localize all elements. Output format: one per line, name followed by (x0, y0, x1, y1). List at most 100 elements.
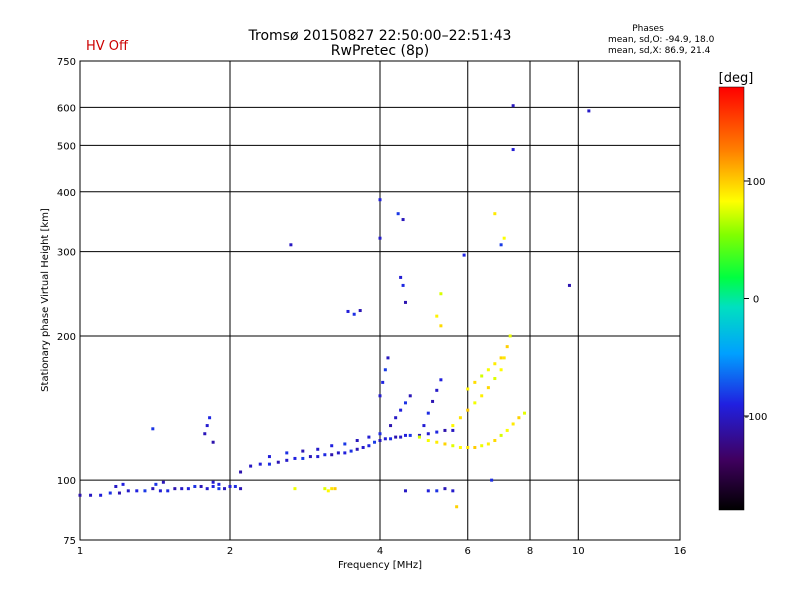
data-point (517, 416, 521, 420)
data-point (435, 430, 439, 434)
data-point (422, 424, 426, 428)
data-point (466, 408, 470, 412)
y-tick-label: 400 (57, 188, 76, 199)
data-point (217, 482, 221, 486)
data-point (394, 435, 398, 439)
data-point (499, 433, 503, 437)
data-point (355, 439, 359, 443)
data-point (151, 487, 155, 491)
data-point (431, 399, 435, 403)
x-tick-label: 16 (674, 546, 687, 557)
data-point (439, 292, 443, 296)
data-point (89, 493, 93, 497)
data-point (373, 440, 377, 444)
y-axis-label: Stationary phase Virtual Height [km] (40, 208, 51, 392)
data-point (523, 411, 527, 415)
data-point (308, 455, 312, 459)
data-point (267, 455, 271, 459)
data-point (499, 243, 503, 247)
data-point (435, 440, 439, 444)
data-point (480, 374, 484, 378)
data-point (455, 505, 459, 509)
data-point (443, 442, 447, 446)
data-point (399, 275, 403, 279)
data-point (78, 493, 82, 497)
data-point (180, 487, 184, 491)
data-point (394, 416, 398, 420)
data-point (458, 416, 462, 420)
data-point (480, 444, 484, 448)
x-axis: 1 2 4 6 8 10 16 (77, 546, 687, 557)
data-point (121, 482, 125, 486)
data-point (389, 424, 393, 428)
stats-heading: Phases (632, 24, 664, 34)
stats-x-mode: mean, sd,X: 86.9, 21.4 (608, 46, 711, 56)
data-point (417, 435, 421, 439)
data-point (426, 489, 430, 493)
colorbar-tick-label: 0 (753, 295, 759, 306)
data-point (508, 334, 512, 338)
data-point (193, 484, 197, 488)
data-point (493, 362, 497, 366)
data-point (276, 460, 280, 464)
data-point (336, 451, 340, 455)
data-point (399, 435, 403, 439)
stats-o-mode: mean, sd,O: -94.9, 18.0 (608, 35, 715, 45)
data-point (186, 487, 190, 491)
data-point (473, 380, 477, 384)
data-point (399, 408, 403, 412)
data-point (285, 451, 289, 455)
data-point (499, 368, 503, 372)
data-point (135, 489, 139, 493)
data-point (511, 148, 515, 152)
data-point (349, 449, 353, 453)
data-point (267, 462, 271, 466)
x-tick-label: 6 (465, 546, 471, 557)
data-point (117, 491, 121, 495)
data-point (502, 236, 506, 240)
data-point (486, 386, 490, 390)
data-point (143, 489, 147, 493)
data-point (473, 401, 477, 405)
y-axis: 75 100 200 300 400 500 600 750 (57, 57, 76, 547)
data-point (211, 440, 215, 444)
data-point (203, 432, 207, 436)
data-point (233, 484, 237, 488)
data-point (293, 456, 297, 460)
data-point (426, 411, 430, 415)
data-point (258, 462, 262, 466)
data-point (343, 451, 347, 455)
data-point (426, 439, 430, 443)
data-point (383, 368, 387, 372)
data-point (239, 470, 243, 474)
y-tick-label: 100 (57, 476, 76, 487)
data-point (378, 432, 382, 436)
data-point (301, 456, 305, 460)
data-point (323, 487, 327, 491)
data-point (173, 487, 177, 491)
data-point (505, 428, 509, 432)
data-point (285, 458, 289, 462)
data-point (502, 356, 506, 360)
data-point (417, 433, 421, 437)
data-point (408, 394, 412, 398)
data-point (330, 444, 334, 448)
data-point (289, 243, 293, 247)
data-point (389, 437, 393, 441)
data-point (511, 104, 515, 108)
y-tick-label: 300 (57, 248, 76, 259)
data-point (403, 489, 407, 493)
data-point (114, 484, 118, 488)
data-point (466, 387, 470, 391)
data-point (435, 388, 439, 392)
data-point (158, 489, 162, 493)
data-point (358, 309, 362, 313)
y-tick-label: 75 (63, 536, 76, 547)
y-tick-label: 600 (57, 103, 76, 114)
data-point (511, 422, 515, 426)
data-point (443, 428, 447, 432)
data-point (401, 218, 405, 222)
colorbar-tick-label: 100 (746, 177, 765, 188)
x-tick-label: 8 (527, 546, 533, 557)
colorbar (718, 86, 745, 511)
